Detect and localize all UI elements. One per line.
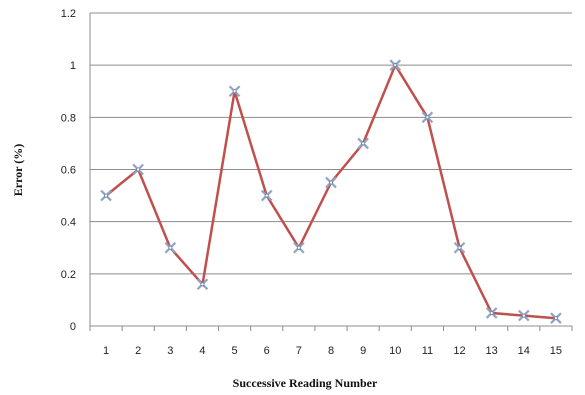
data-point bbox=[293, 241, 305, 254]
series-line bbox=[105, 62, 557, 320]
data-point bbox=[518, 309, 530, 322]
data-point bbox=[164, 241, 177, 254]
x-tick-label: 15 bbox=[550, 345, 562, 357]
y-tick-label: 0.8 bbox=[61, 112, 76, 124]
x-tick-label: 13 bbox=[486, 345, 498, 357]
data-point bbox=[357, 137, 369, 150]
x-tick-labels: 1 2 3 4 5 6 7 8 9 10 11 12 13 14 15 bbox=[103, 345, 562, 357]
axes bbox=[89, 13, 573, 331]
data-point bbox=[453, 241, 466, 254]
x-tick-label: 5 bbox=[232, 345, 238, 357]
x-tick-label: 12 bbox=[453, 345, 465, 357]
data-point bbox=[421, 111, 434, 124]
data-point bbox=[260, 189, 273, 202]
x-tick-label: 2 bbox=[135, 345, 141, 357]
data-point bbox=[485, 307, 498, 319]
data-point bbox=[132, 163, 144, 176]
y-tick-label: 0.4 bbox=[61, 217, 76, 229]
y-tick-label: 0.2 bbox=[61, 269, 76, 281]
y-tick-label: 1 bbox=[70, 60, 76, 72]
data-point bbox=[325, 176, 337, 189]
x-tick-label: 6 bbox=[264, 345, 270, 357]
x-tick-label: 4 bbox=[199, 345, 205, 357]
y-tick-label: 1.2 bbox=[61, 8, 76, 20]
x-tick-label: 3 bbox=[167, 345, 173, 357]
y-tick-labels: 0 0.2 0.4 0.6 0.8 1 1.2 bbox=[61, 8, 76, 333]
x-tick-label: 10 bbox=[389, 345, 401, 357]
data-point bbox=[550, 312, 562, 324]
data-point bbox=[228, 85, 241, 98]
data-point bbox=[100, 189, 112, 202]
y-axis-title: Error (%) bbox=[11, 144, 25, 197]
data-point bbox=[196, 278, 209, 291]
x-tick-label: 11 bbox=[422, 345, 433, 357]
data-markers bbox=[100, 59, 562, 324]
data-point bbox=[389, 59, 402, 71]
x-tick-label: 1 bbox=[103, 345, 109, 357]
x-tick-label: 9 bbox=[360, 345, 366, 357]
x-tick-label: 7 bbox=[296, 345, 302, 357]
x-tick-label: 8 bbox=[328, 345, 334, 357]
x-tick-label: 14 bbox=[518, 345, 530, 357]
gridlines bbox=[90, 12, 572, 275]
x-axis-title: Successive Reading Number bbox=[233, 376, 378, 390]
y-tick-label: 0 bbox=[70, 321, 76, 333]
y-tick-label: 0.6 bbox=[61, 165, 76, 177]
